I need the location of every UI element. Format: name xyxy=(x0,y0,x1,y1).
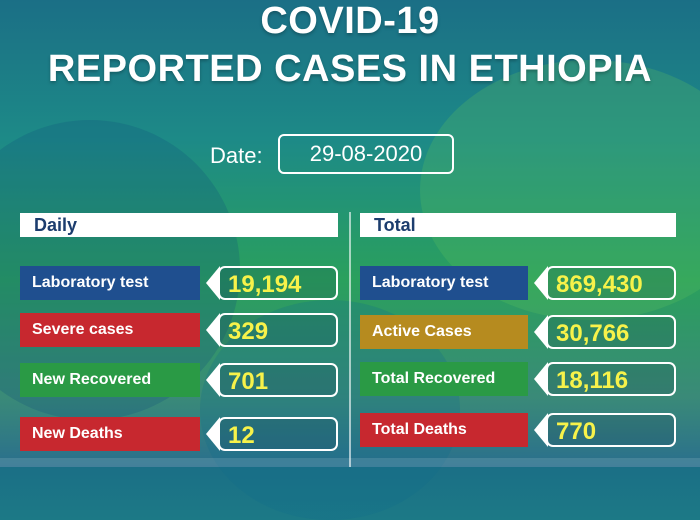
daily-row-severe-cases: Severe cases 329 xyxy=(20,313,340,347)
total-recovered-label: Total Recovered xyxy=(360,362,528,396)
pointer-arrow xyxy=(534,413,548,447)
daily-new-recovered-label: New Recovered xyxy=(20,363,200,397)
pointer-arrow xyxy=(534,266,548,300)
total-recovered-value: 18,116 xyxy=(546,362,676,396)
page-title: COVID-19 xyxy=(260,0,440,42)
pointer-arrow xyxy=(534,362,548,396)
total-deaths-label: Total Deaths xyxy=(360,413,528,447)
daily-row-new-deaths: New Deaths 12 xyxy=(20,417,340,451)
total-deaths-value: 770 xyxy=(546,413,676,447)
daily-severe-cases-label: Severe cases xyxy=(20,313,200,347)
date-value: 29-08-2020 xyxy=(278,134,454,174)
total-lab-test-label: Laboratory test xyxy=(360,266,528,300)
total-row-lab-test: Laboratory test 869,430 xyxy=(360,266,680,300)
footer-strip xyxy=(0,458,700,467)
pointer-arrow xyxy=(206,417,220,451)
page-subtitle: REPORTED CASES IN ETHIOPIA xyxy=(47,48,653,90)
total-header: Total xyxy=(360,213,676,237)
total-active-cases-value: 30,766 xyxy=(546,315,676,349)
daily-row-new-recovered: New Recovered 701 xyxy=(20,363,340,397)
daily-row-lab-test: Laboratory test 19,194 xyxy=(20,266,340,300)
column-divider xyxy=(349,212,351,467)
date-label: Date: xyxy=(210,143,263,168)
daily-header: Daily xyxy=(20,213,338,237)
daily-new-recovered-value: 701 xyxy=(218,363,338,397)
daily-new-deaths-label: New Deaths xyxy=(20,417,200,451)
daily-lab-test-value: 19,194 xyxy=(218,266,338,300)
daily-severe-cases-value: 329 xyxy=(218,313,338,347)
daily-new-deaths-value: 12 xyxy=(218,417,338,451)
total-active-cases-label: Active Cases xyxy=(360,315,528,349)
pointer-arrow xyxy=(206,363,220,397)
total-row-active-cases: Active Cases 30,766 xyxy=(360,315,680,349)
total-row-total-recovered: Total Recovered 18,116 xyxy=(360,362,680,396)
total-row-total-deaths: Total Deaths 770 xyxy=(360,413,680,447)
daily-lab-test-label: Laboratory test xyxy=(20,266,200,300)
pointer-arrow xyxy=(534,315,548,349)
pointer-arrow xyxy=(206,313,220,347)
pointer-arrow xyxy=(206,266,220,300)
total-lab-test-value: 869,430 xyxy=(546,266,676,300)
